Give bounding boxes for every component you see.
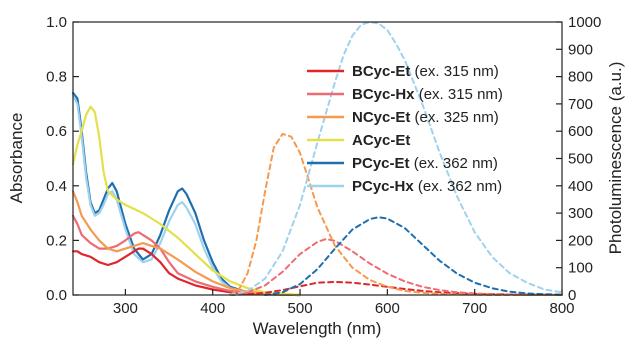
legend-item-pcyc-et: PCyc-Et (ex. 362 nm) [307,155,498,172]
x-tick-label: 800 [549,300,574,317]
series-line-acyc-et-abs [71,105,302,297]
legend-item-bcyc-et: BCyc-Et (ex. 315 nm) [307,63,499,80]
series-line-pcyc-hx-pl [229,21,563,296]
legend: BCyc-Et (ex. 315 nm) BCyc-Hx (ex. 315 nm)… [307,63,503,195]
legend-label: PCyc-Et (ex. 362 nm) [352,155,498,172]
series-line-pcyc-et-pl [264,216,563,296]
y-tick-label: 0.2 [46,232,67,249]
y2-tick-label: 900 [568,41,593,58]
series-line-bcyc-hx-pl [229,238,563,296]
y2-tick-label: 800 [568,69,593,86]
legend-label: NCyc-Et (ex. 325 nm) [352,109,499,126]
series-line-pcyc-hx-abs [71,94,302,297]
y-axis-ticks: 0.0 0.2 0.4 0.6 0.8 1.0 [46,14,79,304]
x-tick-label: 500 [288,300,313,317]
series-line-bcyc-et-abs [71,247,302,297]
legend-item-ncyc-et: NCyc-Et (ex. 325 nm) [307,109,499,126]
y-tick-label: 0.0 [46,287,67,304]
legend-label: PCyc-Hx (ex. 362 nm) [352,178,502,195]
x-axis-ticks: 300 400 500 600 700 800 [113,289,575,317]
y-tick-label: 1.0 [46,14,67,31]
series-line-ncyc-et-abs [71,190,302,297]
x-tick-label: 600 [375,300,400,317]
y2-tick-label: 300 [568,205,593,222]
legend-item-acyc-et: ACyc-Et [307,132,410,149]
legend-item-pcyc-hx: PCyc-Hx (ex. 362 nm) [307,178,502,195]
y2-tick-label: 500 [568,151,593,168]
y2-tick-label: 0 [568,287,576,304]
y2-tick-label: 100 [568,260,593,277]
legend-label: BCyc-Et (ex. 315 nm) [352,63,499,80]
y2-axis-title: Photoluminescence (a.u.) [606,62,625,255]
y-tick-label: 0.8 [46,69,67,86]
y-axis-title: Absorbance [7,113,26,204]
y2-tick-label: 400 [568,178,593,195]
y-tick-label: 0.4 [46,178,67,195]
y2-tick-label: 1000 [568,14,601,31]
x-tick-label: 400 [200,300,225,317]
y2-tick-label: 200 [568,232,593,249]
legend-label: BCyc-Hx (ex. 315 nm) [352,86,503,103]
y2-tick-label: 600 [568,123,593,140]
y2-tick-label: 700 [568,96,593,113]
x-tick-label: 300 [113,300,138,317]
y-tick-label: 0.6 [46,123,67,140]
legend-label: ACyc-Et [352,132,410,149]
y2-axis-ticks: 0 100 200 300 400 500 600 700 800 900 1000 [556,14,601,304]
legend-item-bcyc-hx: BCyc-Hx (ex. 315 nm) [307,86,503,103]
x-axis-title: Wavelength (nm) [253,319,382,338]
x-tick-label: 700 [462,300,487,317]
